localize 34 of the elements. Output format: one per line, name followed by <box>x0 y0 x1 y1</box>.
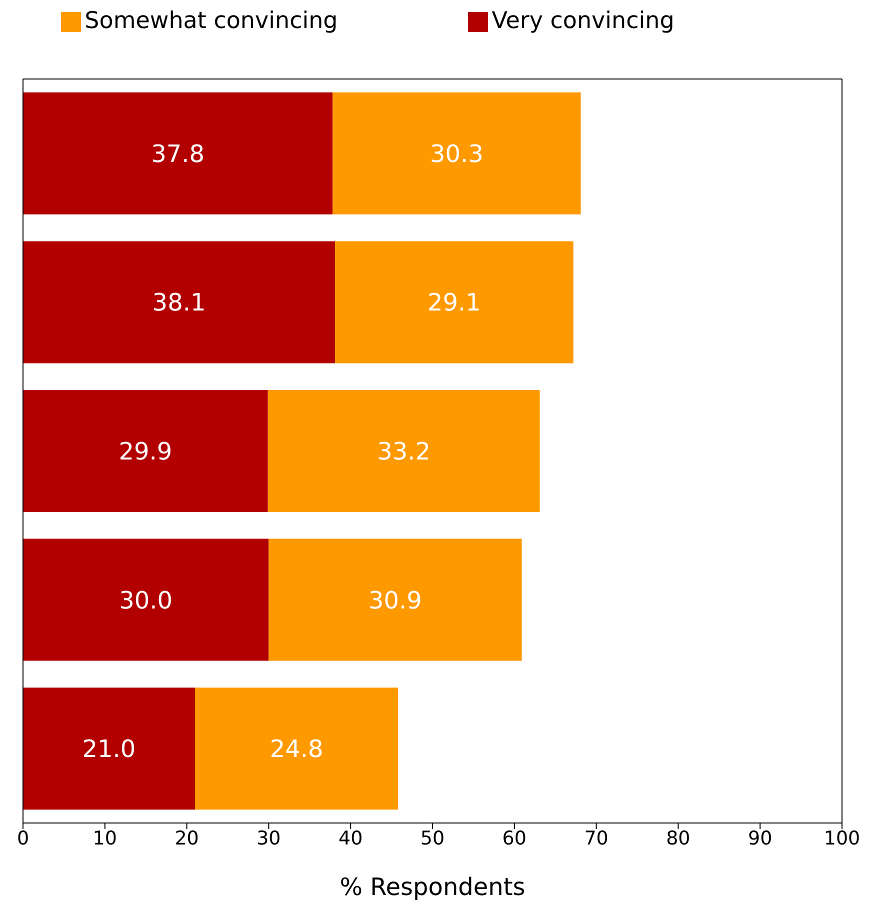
x-tick-label: 60 <box>502 827 526 850</box>
data-label: 24.8 <box>270 735 324 764</box>
data-label: 30.0 <box>119 586 173 614</box>
bar <box>23 390 268 512</box>
x-tick-label: 50 <box>420 827 445 850</box>
bar <box>332 92 581 214</box>
x-tick-label: 40 <box>338 827 363 850</box>
x-tick-label: 10 <box>92 827 117 850</box>
x-tick-label: 100 <box>824 827 860 850</box>
x-tick-label: 20 <box>174 827 199 850</box>
x-tick-label: 30 <box>256 827 281 850</box>
x-axis-title: % Respondents <box>340 873 526 901</box>
data-label: 30.3 <box>430 140 484 168</box>
bar <box>335 241 574 364</box>
bar <box>23 538 269 661</box>
x-tick-label: 80 <box>666 827 690 850</box>
bar <box>23 241 336 364</box>
x-tick-label: 90 <box>748 827 772 850</box>
bar <box>268 390 540 512</box>
legend-label: Somewhat convincing <box>84 8 338 34</box>
x-tick-label: 0 <box>16 827 30 850</box>
bar <box>23 688 195 810</box>
data-label: 37.8 <box>151 140 205 168</box>
legend-label: Very convincing <box>492 8 674 34</box>
data-label: 38.1 <box>152 288 206 317</box>
bar <box>194 688 398 810</box>
data-label: 30.9 <box>368 586 422 614</box>
x-tick-label: 70 <box>584 827 608 850</box>
data-label: 33.2 <box>377 438 431 466</box>
data-label: 21.0 <box>82 735 136 764</box>
bar <box>23 92 333 214</box>
data-label: 29.9 <box>118 438 172 466</box>
bar <box>268 538 522 661</box>
data-label: 29.1 <box>427 288 481 317</box>
